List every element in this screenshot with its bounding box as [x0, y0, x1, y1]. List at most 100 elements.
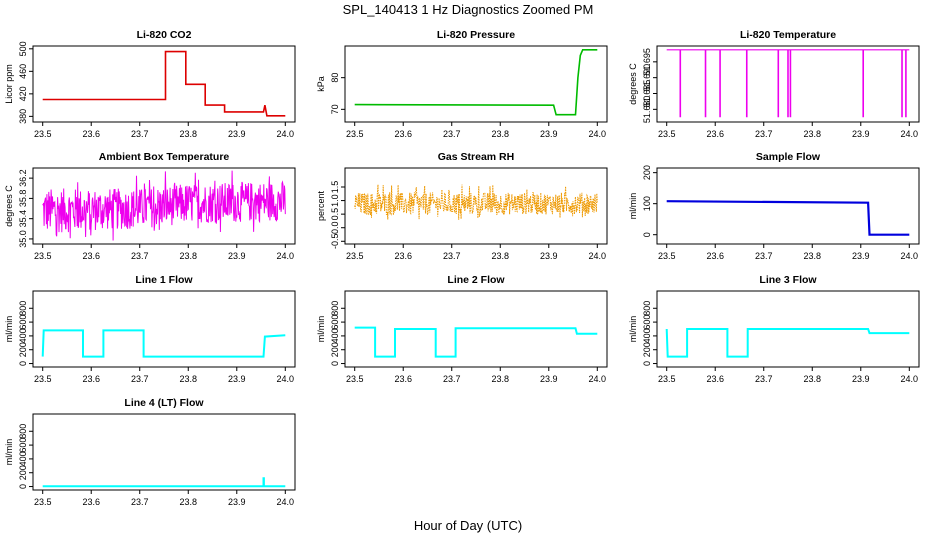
y-tick-label: 200 [18, 342, 28, 357]
x-tick-label: 23.7 [443, 251, 461, 261]
panel-title: Line 3 Flow [759, 274, 817, 286]
x-tick-label: 24.0 [277, 129, 295, 139]
y-axis-label: degrees C [4, 185, 14, 227]
y-tick-label: 600 [642, 315, 652, 330]
y-axis-label: percent [316, 190, 326, 221]
panel-7: Line 1 Flow 23.5 23.6 23.7 23.8 23.9 24.0 0 2004… [4, 274, 296, 384]
x-tick-label: 23.6 [82, 497, 100, 507]
y-tick-label: 0 [642, 361, 652, 366]
x-tick-label: 23.7 [131, 497, 149, 507]
series-line [354, 326, 598, 358]
x-tick-label: 23.9 [228, 129, 246, 139]
x-tick-label: 23.7 [131, 251, 149, 261]
x-tick-label: 23.9 [852, 251, 870, 261]
y-tick-label: 600 [18, 438, 28, 453]
plot-frame [32, 413, 296, 491]
data-layer [42, 170, 286, 241]
panel-title: Line 1 Flow [135, 274, 193, 286]
y-tick-label: 35.8 [18, 190, 28, 208]
panel-title: Gas Stream RH [438, 151, 514, 163]
x-tick-label: 23.6 [82, 374, 100, 384]
x-tick-label: 23.8 [491, 374, 509, 384]
y-tick-label: 400 [18, 328, 28, 343]
x-tick-label: 23.7 [755, 251, 773, 261]
x-tick-label: 23.9 [228, 251, 246, 261]
series-line [665, 328, 910, 358]
y-tick-label: 0 [330, 361, 340, 366]
x-tick-label: 23.9 [540, 374, 558, 384]
x-tick-label: 23.5 [34, 129, 52, 139]
series-line [354, 49, 598, 116]
y-tick-label: 800 [18, 424, 28, 439]
x-tick-label: 23.9 [540, 251, 558, 261]
y-axis-label: ml/min [628, 316, 638, 343]
panel-title: Ambient Box Temperature [99, 151, 230, 163]
y-tick-label: 800 [18, 301, 28, 316]
x-tick-label: 23.8 [803, 374, 821, 384]
panel-4: Ambient Box Temperature 23.5 23.6 23.7 23.8 2… [4, 151, 296, 261]
y-tick-label: 100 [642, 196, 652, 211]
panel-6: Sample Flow 23.5 23.6 23.7 23.8 23.9 24.0 0 100 2… [628, 151, 920, 261]
y-tick-label: 420 [18, 86, 28, 101]
plot-frame [344, 290, 608, 368]
x-tick-label: 23.5 [658, 251, 676, 261]
plot-frame [656, 167, 920, 245]
x-tick-label: 23.5 [346, 251, 364, 261]
figure-title: SPL_140413 1 Hz Diagnostics Zoomed PM [342, 2, 594, 17]
plot-frame [32, 45, 296, 123]
y-tick-label: 460 [18, 64, 28, 79]
x-tick-label: 23.7 [755, 129, 773, 139]
x-tick-label: 24.0 [901, 251, 919, 261]
y-tick-label: 400 [18, 451, 28, 466]
y-tick-label: 0.5 [330, 208, 340, 221]
plot-frame [344, 45, 608, 123]
x-tick-label: 23.7 [443, 129, 461, 139]
panel-title: Li-820 Pressure [437, 29, 515, 41]
series-line [42, 50, 286, 117]
y-tick-label: 200 [642, 165, 652, 180]
x-tick-label: 24.0 [277, 497, 295, 507]
x-tick-label: 24.0 [901, 129, 919, 139]
x-tick-label: 24.0 [589, 129, 607, 139]
x-tick-label: 23.5 [34, 497, 52, 507]
y-tick-label: 600 [18, 315, 28, 330]
y-tick-label: -0.5 [330, 234, 340, 250]
series-band [354, 184, 598, 220]
y-tick-label: 35.0 [18, 230, 28, 248]
panel-title: Sample Flow [756, 151, 821, 163]
y-axis-label: ml/min [628, 193, 638, 220]
y-tick-label: 600 [330, 315, 340, 330]
series-line [42, 477, 286, 488]
y-tick-label: 200 [642, 342, 652, 357]
x-tick-label: 23.9 [228, 497, 246, 507]
panel-3: Li-820 Temperature 23.5 23.6 23.7 23.8 23.9 24… [628, 29, 920, 139]
panel-title: Li-820 CO2 [137, 29, 192, 41]
x-tick-label: 23.5 [658, 374, 676, 384]
panel-9: Line 3 Flow 23.5 23.6 23.7 23.8 23.9 24.0 0 2004… [628, 274, 920, 384]
y-tick-label: 51.695 [642, 48, 652, 76]
series-band [42, 170, 286, 241]
y-tick-label: 35.4 [18, 210, 28, 228]
panel-2: Li-820 Pressure 23.5 23.6 23.7 23.8 23.9 24.0 7… [316, 29, 608, 139]
x-tick-label: 23.8 [803, 129, 821, 139]
x-tick-label: 23.9 [852, 374, 870, 384]
data-layer [665, 328, 910, 358]
y-tick-label: 380 [18, 109, 28, 124]
y-tick-label: 0.0 [330, 221, 340, 234]
x-tick-label: 23.7 [443, 374, 461, 384]
y-tick-label: 1.5 [330, 181, 340, 194]
y-tick-label: 51.680 [642, 96, 652, 124]
panel-1: Li-820 CO2 23.5 23.6 23.7 23.8 23.9 24.0 380 420… [4, 29, 296, 139]
y-axis-label: ml/min [316, 316, 326, 343]
plot-frame [656, 45, 920, 123]
y-axis-label: degrees C [628, 63, 638, 105]
series-line [41, 329, 286, 358]
data-layer [354, 326, 598, 358]
data-layer [666, 49, 910, 118]
panel-5: Gas Stream RH 23.5 23.6 23.7 23.8 23.9 24.0 -0.… [316, 151, 608, 261]
x-tick-label: 23.6 [394, 129, 412, 139]
panel-10: Line 4 (LT) Flow 23.5 23.6 23.7 23.8 23.9 24.0… [4, 397, 296, 507]
x-tick-label: 23.8 [179, 129, 197, 139]
y-tick-label: 200 [18, 465, 28, 480]
